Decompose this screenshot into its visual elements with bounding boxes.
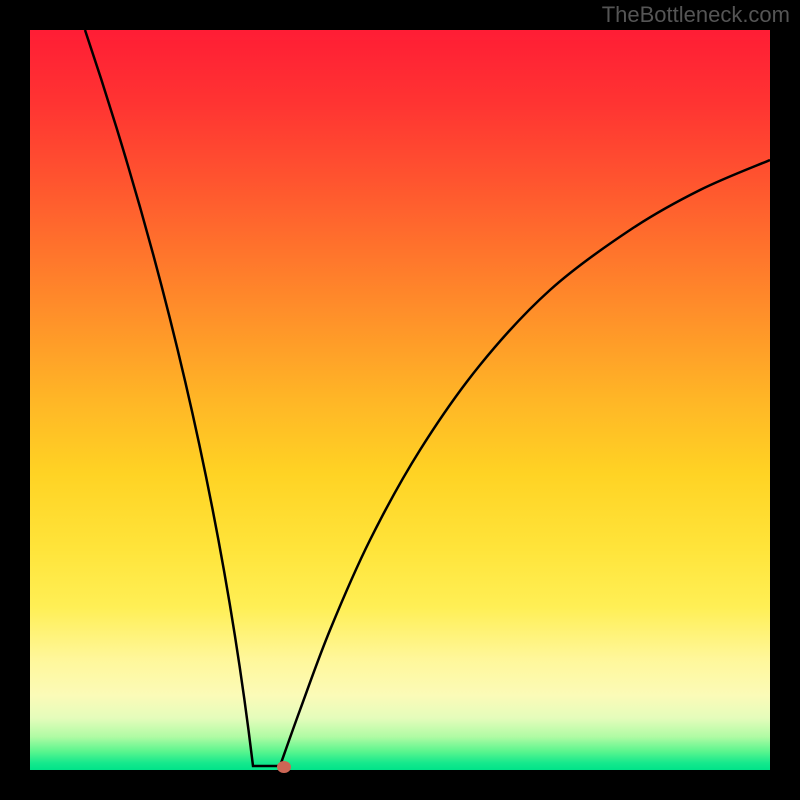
optimal-point-marker <box>277 761 291 773</box>
watermark-text: TheBottleneck.com <box>602 2 790 28</box>
plot-area <box>30 30 770 770</box>
bottleneck-curve <box>30 30 770 770</box>
